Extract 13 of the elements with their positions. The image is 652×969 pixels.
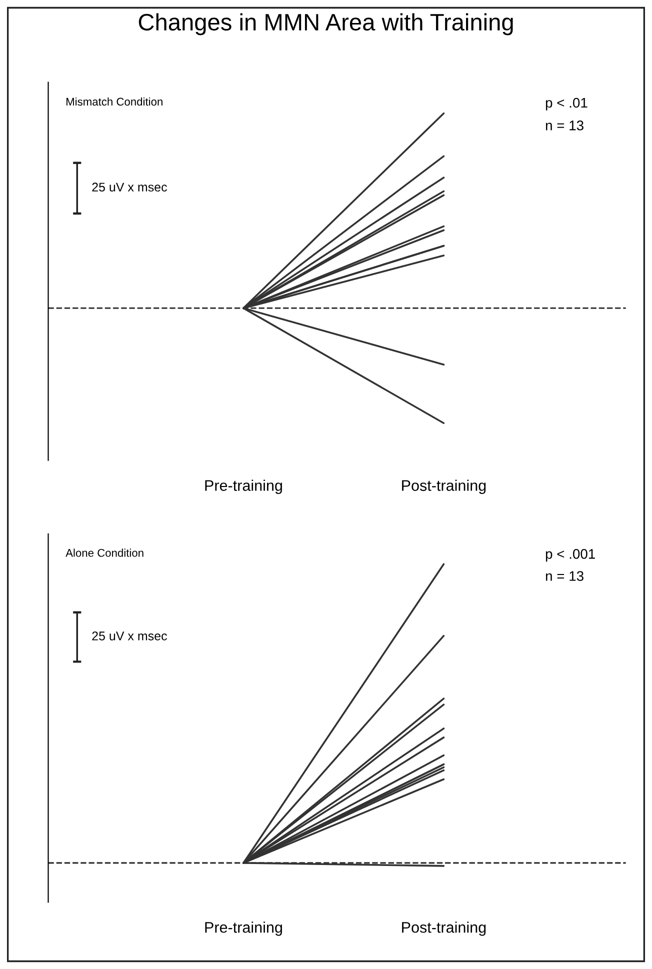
x-tick-label: Pre-training xyxy=(205,480,282,494)
annotation: 25 uV x msec xyxy=(92,182,167,192)
text: p < .001 xyxy=(546,549,595,562)
x-tick-label: Pre-training xyxy=(205,922,282,936)
text: Alone Condition xyxy=(66,548,144,557)
x-tick-label: Post-training xyxy=(402,480,486,494)
annotation: 25 uV x msec xyxy=(92,632,167,640)
text: Mismatch Condition xyxy=(66,97,162,106)
annotation: n = 13 xyxy=(546,120,584,130)
chart-title: Changes in MMN Area with Training xyxy=(138,13,513,36)
x-tick-label: Post-training xyxy=(402,922,486,936)
text: p < .01 xyxy=(546,98,588,110)
annotation: n = 13 xyxy=(546,571,584,581)
